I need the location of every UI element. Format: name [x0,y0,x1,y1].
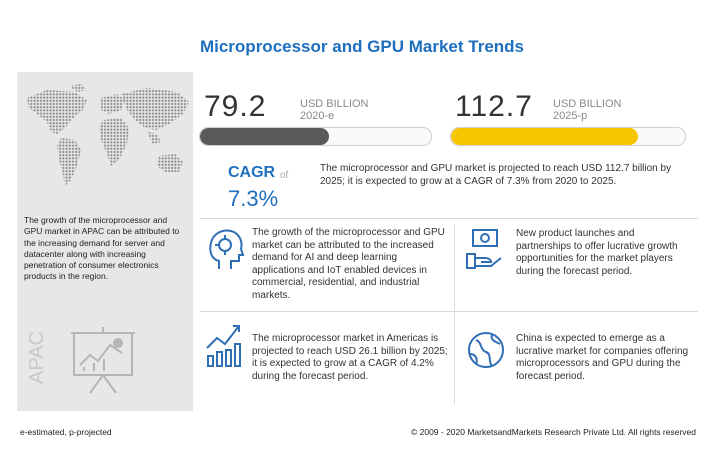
divider-vertical [454,224,455,404]
market-bar-fill-2025 [451,128,639,145]
world-map-icon [27,84,189,186]
region-description: The growth of the microprocessor and GPU… [24,215,180,282]
market-value-2025: 112.7 [455,90,533,123]
point-americas: The microprocessor market in Americas is… [252,333,448,382]
point-product-launches: New product launches and partnerships to… [516,228,678,277]
point-china: China is expected to emerge as a lucrati… [516,333,689,382]
growth-chart-icon [206,325,241,367]
page-title: Microprocessor and GPU Market Trends [199,37,525,56]
point-ai-demand: The growth of the microprocessor and GPU… [252,227,445,301]
cagr-of: of [280,170,289,181]
cagr-label: CAGR [228,164,276,181]
region-label: APAC [26,331,48,384]
globe-icon [468,332,504,368]
footer-note: e-estimated, p-projected [20,427,112,437]
footer-copyright: © 2009 - 2020 MarketsandMarkets Research… [410,427,696,437]
ai-head-icon [209,229,245,269]
cagr-description: The microprocessor and GPU market is pro… [320,163,672,187]
cagr-value: 7.3% [228,186,279,211]
market-bar-fill-2020 [200,128,330,145]
market-unit-2025: USD BILLION 2025-p [553,98,622,122]
market-value-2020: 79.2 [204,90,267,123]
divider-middle [200,311,698,312]
svg-text:APAC: APAC [26,331,48,384]
divider-horizontal [200,218,698,219]
money-hand-icon [466,229,502,269]
presentation-board-icon [71,327,135,394]
market-bar-2025 [450,127,686,146]
market-bar-2020 [199,127,432,146]
market-unit-2020: USD BILLION 2020-e [300,98,369,122]
